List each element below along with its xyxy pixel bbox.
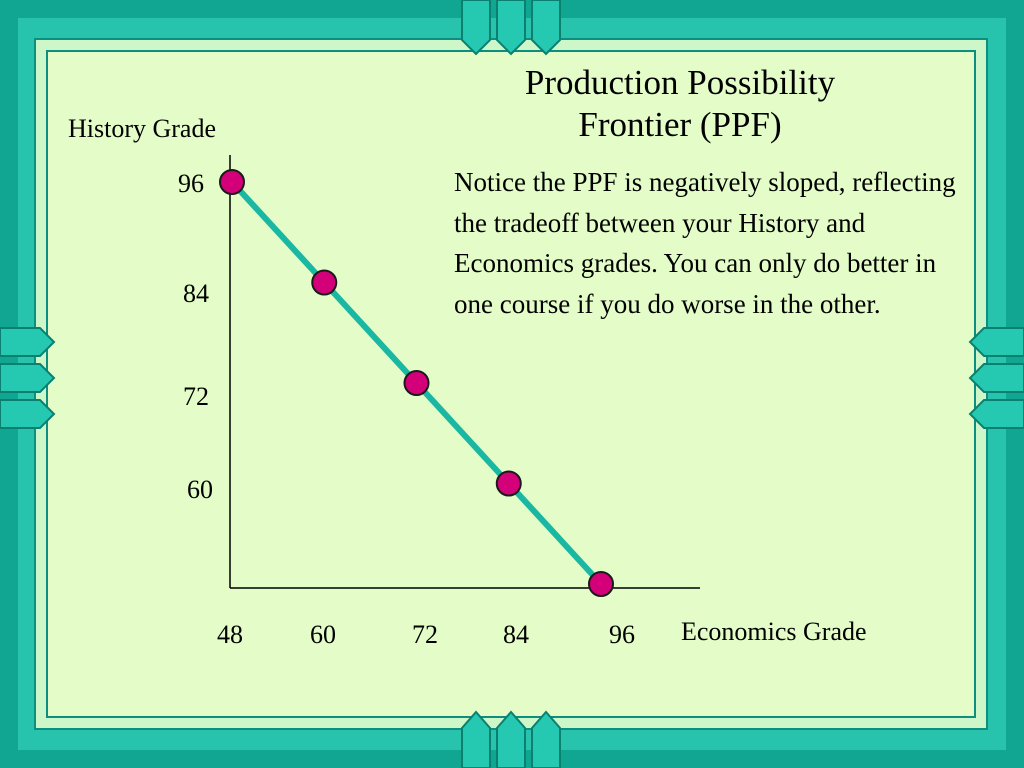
x-tick-label: 72 <box>412 620 438 649</box>
x-tick-label: 96 <box>609 620 635 649</box>
y-axis-label: History Grade <box>68 114 217 143</box>
y-tick-label: 72 <box>183 382 209 411</box>
chart-axes <box>229 155 700 589</box>
ppf-note-text: Notice the PPF is negatively sloped, ref… <box>454 167 956 319</box>
x-axis-label: Economics Grade <box>681 617 867 646</box>
x-tick-label: 60 <box>310 620 336 649</box>
y-tick-label: 84 <box>183 279 209 308</box>
left-chevrons-icon <box>0 327 56 429</box>
ppf-point <box>311 269 338 296</box>
ppf-points <box>219 169 614 597</box>
ppf-point <box>219 169 245 195</box>
right-chevrons-icon <box>968 327 1024 429</box>
tick-labels: 48 60 72 84 96 96 84 72 60 <box>178 169 635 649</box>
ppf-point <box>403 370 430 396</box>
y-tick-label: 96 <box>178 169 204 198</box>
x-tick-label: 84 <box>503 620 529 649</box>
bottom-chevrons-icon <box>461 710 561 768</box>
x-tick-label: 48 <box>217 620 243 649</box>
title-line-2: Frontier (PPF) <box>578 105 782 144</box>
ppf-point <box>588 571 614 597</box>
title-line-1: Production Possibility <box>524 63 836 102</box>
ppf-point <box>495 470 522 497</box>
slide-title: Production Possibility Frontier (PPF) <box>470 62 890 146</box>
y-tick-label: 60 <box>187 475 213 504</box>
top-chevrons-icon <box>461 0 561 56</box>
